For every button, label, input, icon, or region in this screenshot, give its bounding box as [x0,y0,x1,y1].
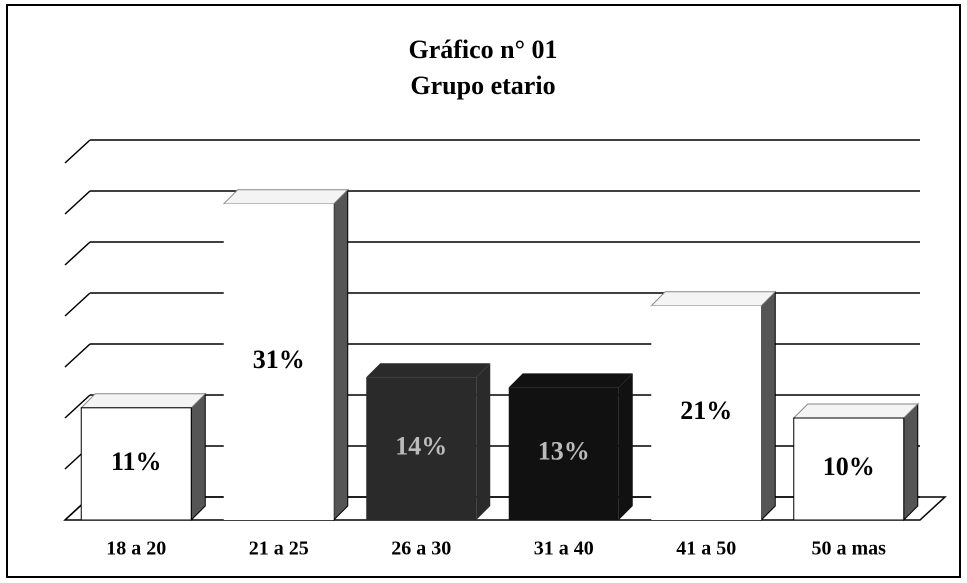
bar [366,377,477,520]
grid-line-side [64,241,91,266]
bar [223,203,334,521]
bar [80,407,192,521]
data-label: 21% [680,396,732,425]
bar-side [333,188,349,522]
data-label: 11% [111,447,162,476]
x-tick-label: 41 a 50 [676,538,736,560]
x-tick-label: 26 a 30 [391,538,451,560]
x-tick-label: 31 a 40 [534,538,594,560]
grid-line-side [64,292,91,317]
bar-side [618,373,633,520]
x-tick-label: 21 a 25 [249,538,309,560]
bar-top [366,363,491,378]
data-label: 31% [253,345,305,374]
bar-top [222,189,349,205]
grid-line-side [64,139,91,164]
bar-side [476,363,491,520]
data-label: 10% [823,452,875,481]
bar-side [903,402,919,522]
bar-side [760,290,776,522]
bar [508,387,619,520]
bar-top [508,373,633,388]
bar-side [190,392,206,522]
chart-title: Gráfico n° 01 [408,35,557,64]
data-label: 14% [395,432,447,461]
grid-line-side [64,190,91,215]
bar [651,305,762,520]
x-tick-label: 18 a 20 [106,538,166,560]
bar-top [80,393,207,409]
chart-subtitle: Grupo etario [410,71,555,100]
bar-top [650,291,777,307]
grid-line-side [64,343,91,368]
bar [793,417,905,521]
bar-top [792,403,919,419]
x-tick-label: 50 a mas [812,538,887,560]
grid-line-side [64,394,91,419]
data-label: 13% [538,437,590,466]
